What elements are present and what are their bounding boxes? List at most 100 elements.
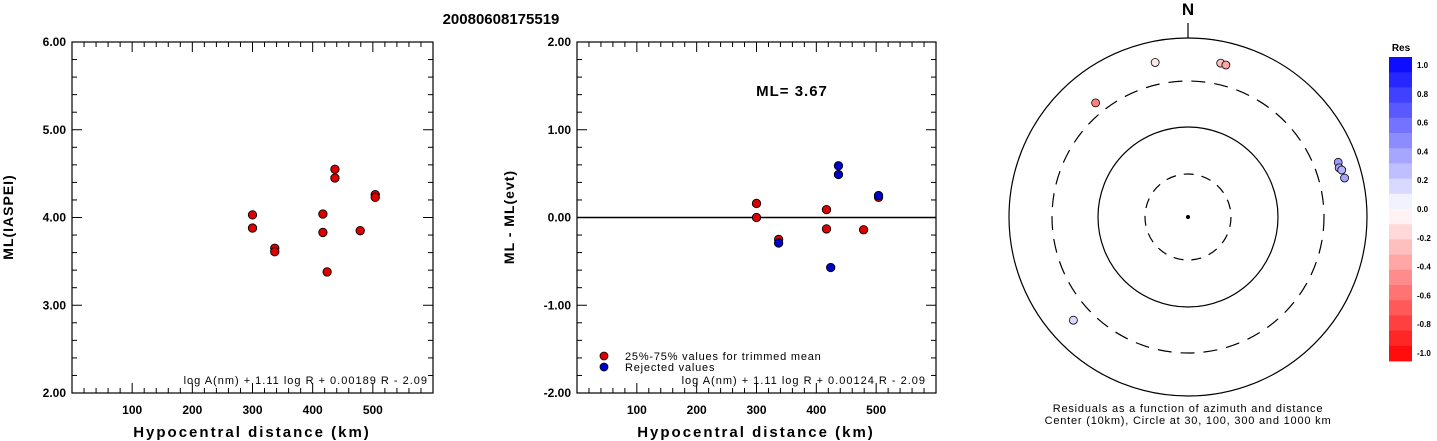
data-point bbox=[330, 173, 340, 183]
x-tick-label: 300 bbox=[746, 403, 766, 417]
colorbar-swatch bbox=[1389, 315, 1412, 331]
data-point bbox=[370, 192, 380, 202]
colorbar-swatch bbox=[1389, 87, 1412, 103]
colorbar-swatch bbox=[1389, 102, 1412, 119]
ring-30km bbox=[1144, 173, 1232, 261]
station-residual-point bbox=[1091, 98, 1101, 108]
colorbar-swatch bbox=[1389, 209, 1412, 225]
colorbar-label: 0.6 bbox=[1417, 119, 1429, 128]
legend-marker-rejected bbox=[599, 362, 609, 372]
station-residual-point bbox=[1221, 60, 1231, 70]
station-residual-point bbox=[1337, 165, 1347, 175]
station-residual-point bbox=[1340, 173, 1349, 183]
panel1-ticks: 100 200 300 400 500 2.00 3.00 4.00 5.00 6.00 bbox=[43, 35, 433, 417]
colorbar-swatch bbox=[1389, 178, 1412, 195]
rejected-data-point bbox=[873, 190, 884, 201]
data-point bbox=[247, 210, 258, 220]
colorbar-swatch bbox=[1389, 57, 1412, 73]
panel1-ylabel: ML(IASPEI) bbox=[0, 174, 16, 259]
station-residual-point bbox=[1068, 315, 1078, 325]
colorbar-swatch bbox=[1389, 300, 1412, 316]
legend-label-rejected: Rejected values bbox=[625, 362, 715, 374]
colorbar-label: -0.6 bbox=[1417, 291, 1431, 300]
ring-100km bbox=[1097, 126, 1279, 308]
ml-vs-distance-panel: 100 200 300 400 500 2.00 3.00 4.00 5.00 6.00 log … bbox=[0, 35, 434, 441]
ring-300km bbox=[1051, 80, 1325, 354]
colorbar-label: 0.0 bbox=[1417, 205, 1429, 214]
colorbar-swatch bbox=[1389, 330, 1412, 347]
x-tick-label: 400 bbox=[303, 403, 323, 417]
x-tick-label: 500 bbox=[866, 403, 886, 417]
y-tick-label: 2.00 bbox=[43, 386, 67, 400]
data-point bbox=[322, 267, 332, 277]
y-tick-label: -1.00 bbox=[544, 298, 572, 312]
colorbar-label: 1.0 bbox=[1417, 61, 1429, 70]
rejected-data-point bbox=[773, 238, 784, 248]
x-tick-label: 200 bbox=[687, 403, 707, 417]
colorbar-swatch bbox=[1389, 117, 1412, 134]
polar-caption-line2: Center (10km), Circle at 30, 100, 300 an… bbox=[1045, 415, 1332, 427]
colorbar-swatch bbox=[1389, 254, 1412, 271]
x-tick-label: 400 bbox=[806, 403, 826, 417]
colorbar-label: -0.4 bbox=[1417, 263, 1431, 272]
rejected-data-point bbox=[826, 262, 836, 273]
legend-label-trimmed: 25%-75% values for trimmed mean bbox=[625, 351, 822, 363]
colorbar-swatches bbox=[1389, 57, 1412, 362]
colorbar-swatch bbox=[1389, 133, 1412, 149]
colorbar-labels: 1.0 0.8 0.6 0.4 0.2 0.0 -0.2 -0.4 -0.6 -0.8 -1.0 bbox=[1417, 61, 1431, 358]
data-point bbox=[247, 223, 258, 233]
azimuth-distance-panel: N Residuals as a function of azimuth and… bbox=[1008, 0, 1368, 427]
data-point bbox=[751, 212, 762, 223]
colorbar-swatch bbox=[1389, 163, 1412, 179]
panel1-formula: log A(nm) + 1.11 log R + 0.00189 R - 2.0… bbox=[184, 375, 428, 387]
panel2-ylabel: ML - ML(evt) bbox=[501, 170, 517, 264]
x-tick-label: 500 bbox=[363, 403, 383, 417]
colorbar-swatch bbox=[1389, 269, 1412, 286]
x-tick-label: 200 bbox=[182, 403, 202, 417]
data-point bbox=[751, 198, 762, 209]
residual-vs-distance-panel: 100 200 300 400 500 -2.00 -1.00 0.00 1.00 2.00 ML… bbox=[501, 35, 937, 441]
y-tick-label: -2.00 bbox=[544, 386, 572, 400]
data-point bbox=[270, 247, 280, 257]
data-point bbox=[330, 164, 340, 174]
panel2-points bbox=[751, 161, 884, 273]
data-point bbox=[821, 204, 832, 215]
legend-marker-trimmed bbox=[599, 351, 609, 361]
data-point bbox=[318, 227, 328, 238]
x-tick-label: 100 bbox=[627, 403, 647, 417]
colorbar-swatch bbox=[1389, 285, 1412, 301]
colorbar-label: -1.0 bbox=[1417, 349, 1431, 358]
colorbar-swatch bbox=[1389, 72, 1412, 88]
north-label: N bbox=[1182, 0, 1194, 19]
rejected-data-point bbox=[833, 161, 844, 171]
colorbar-swatch bbox=[1389, 193, 1412, 210]
y-tick-label: 2.00 bbox=[548, 35, 572, 49]
panel2-ml-annotation: ML= 3.67 bbox=[756, 83, 828, 100]
colorbar-swatch bbox=[1389, 224, 1412, 240]
colorbar-label: 0.8 bbox=[1417, 90, 1429, 99]
panel2-ticks: 100 200 300 400 500 -2.00 -1.00 0.00 1.00 2.00 bbox=[544, 35, 936, 417]
panel1-xlabel: Hypocentral distance (km) bbox=[133, 424, 371, 441]
figure-title: 20080608175519 bbox=[443, 11, 560, 28]
residual-colorbar: Res 1.0 0.8 0.6 0.4 0.2 0.0 -0.2 -0.4 -0.6 -0.8 -1… bbox=[1389, 43, 1431, 362]
rejected-data-point bbox=[833, 169, 844, 180]
polar-caption-line1: Residuals as a function of azimuth and d… bbox=[1053, 403, 1324, 415]
colorbar-label: -0.8 bbox=[1417, 320, 1431, 329]
colorbar-swatch bbox=[1389, 148, 1412, 164]
x-tick-label: 100 bbox=[122, 403, 142, 417]
data-point bbox=[318, 209, 328, 219]
ring-1000km bbox=[1008, 37, 1368, 397]
y-tick-label: 4.00 bbox=[43, 211, 67, 225]
data-point bbox=[821, 224, 832, 234]
center-marker bbox=[1186, 215, 1190, 219]
data-point bbox=[858, 225, 869, 235]
colorbar-label: 0.4 bbox=[1417, 147, 1429, 156]
x-tick-label: 300 bbox=[242, 403, 262, 417]
panel2-xlabel: Hypocentral distance (km) bbox=[637, 424, 875, 441]
polar-points bbox=[1068, 58, 1349, 325]
panel2-formula: log A(nm) + 1.11 log R + 0.00124 R - 2.0… bbox=[682, 375, 926, 387]
colorbar-swatch bbox=[1389, 345, 1412, 362]
colorbar-label: 0.2 bbox=[1417, 176, 1429, 185]
colorbar-title: Res bbox=[1392, 43, 1411, 54]
colorbar-swatch bbox=[1389, 239, 1412, 255]
